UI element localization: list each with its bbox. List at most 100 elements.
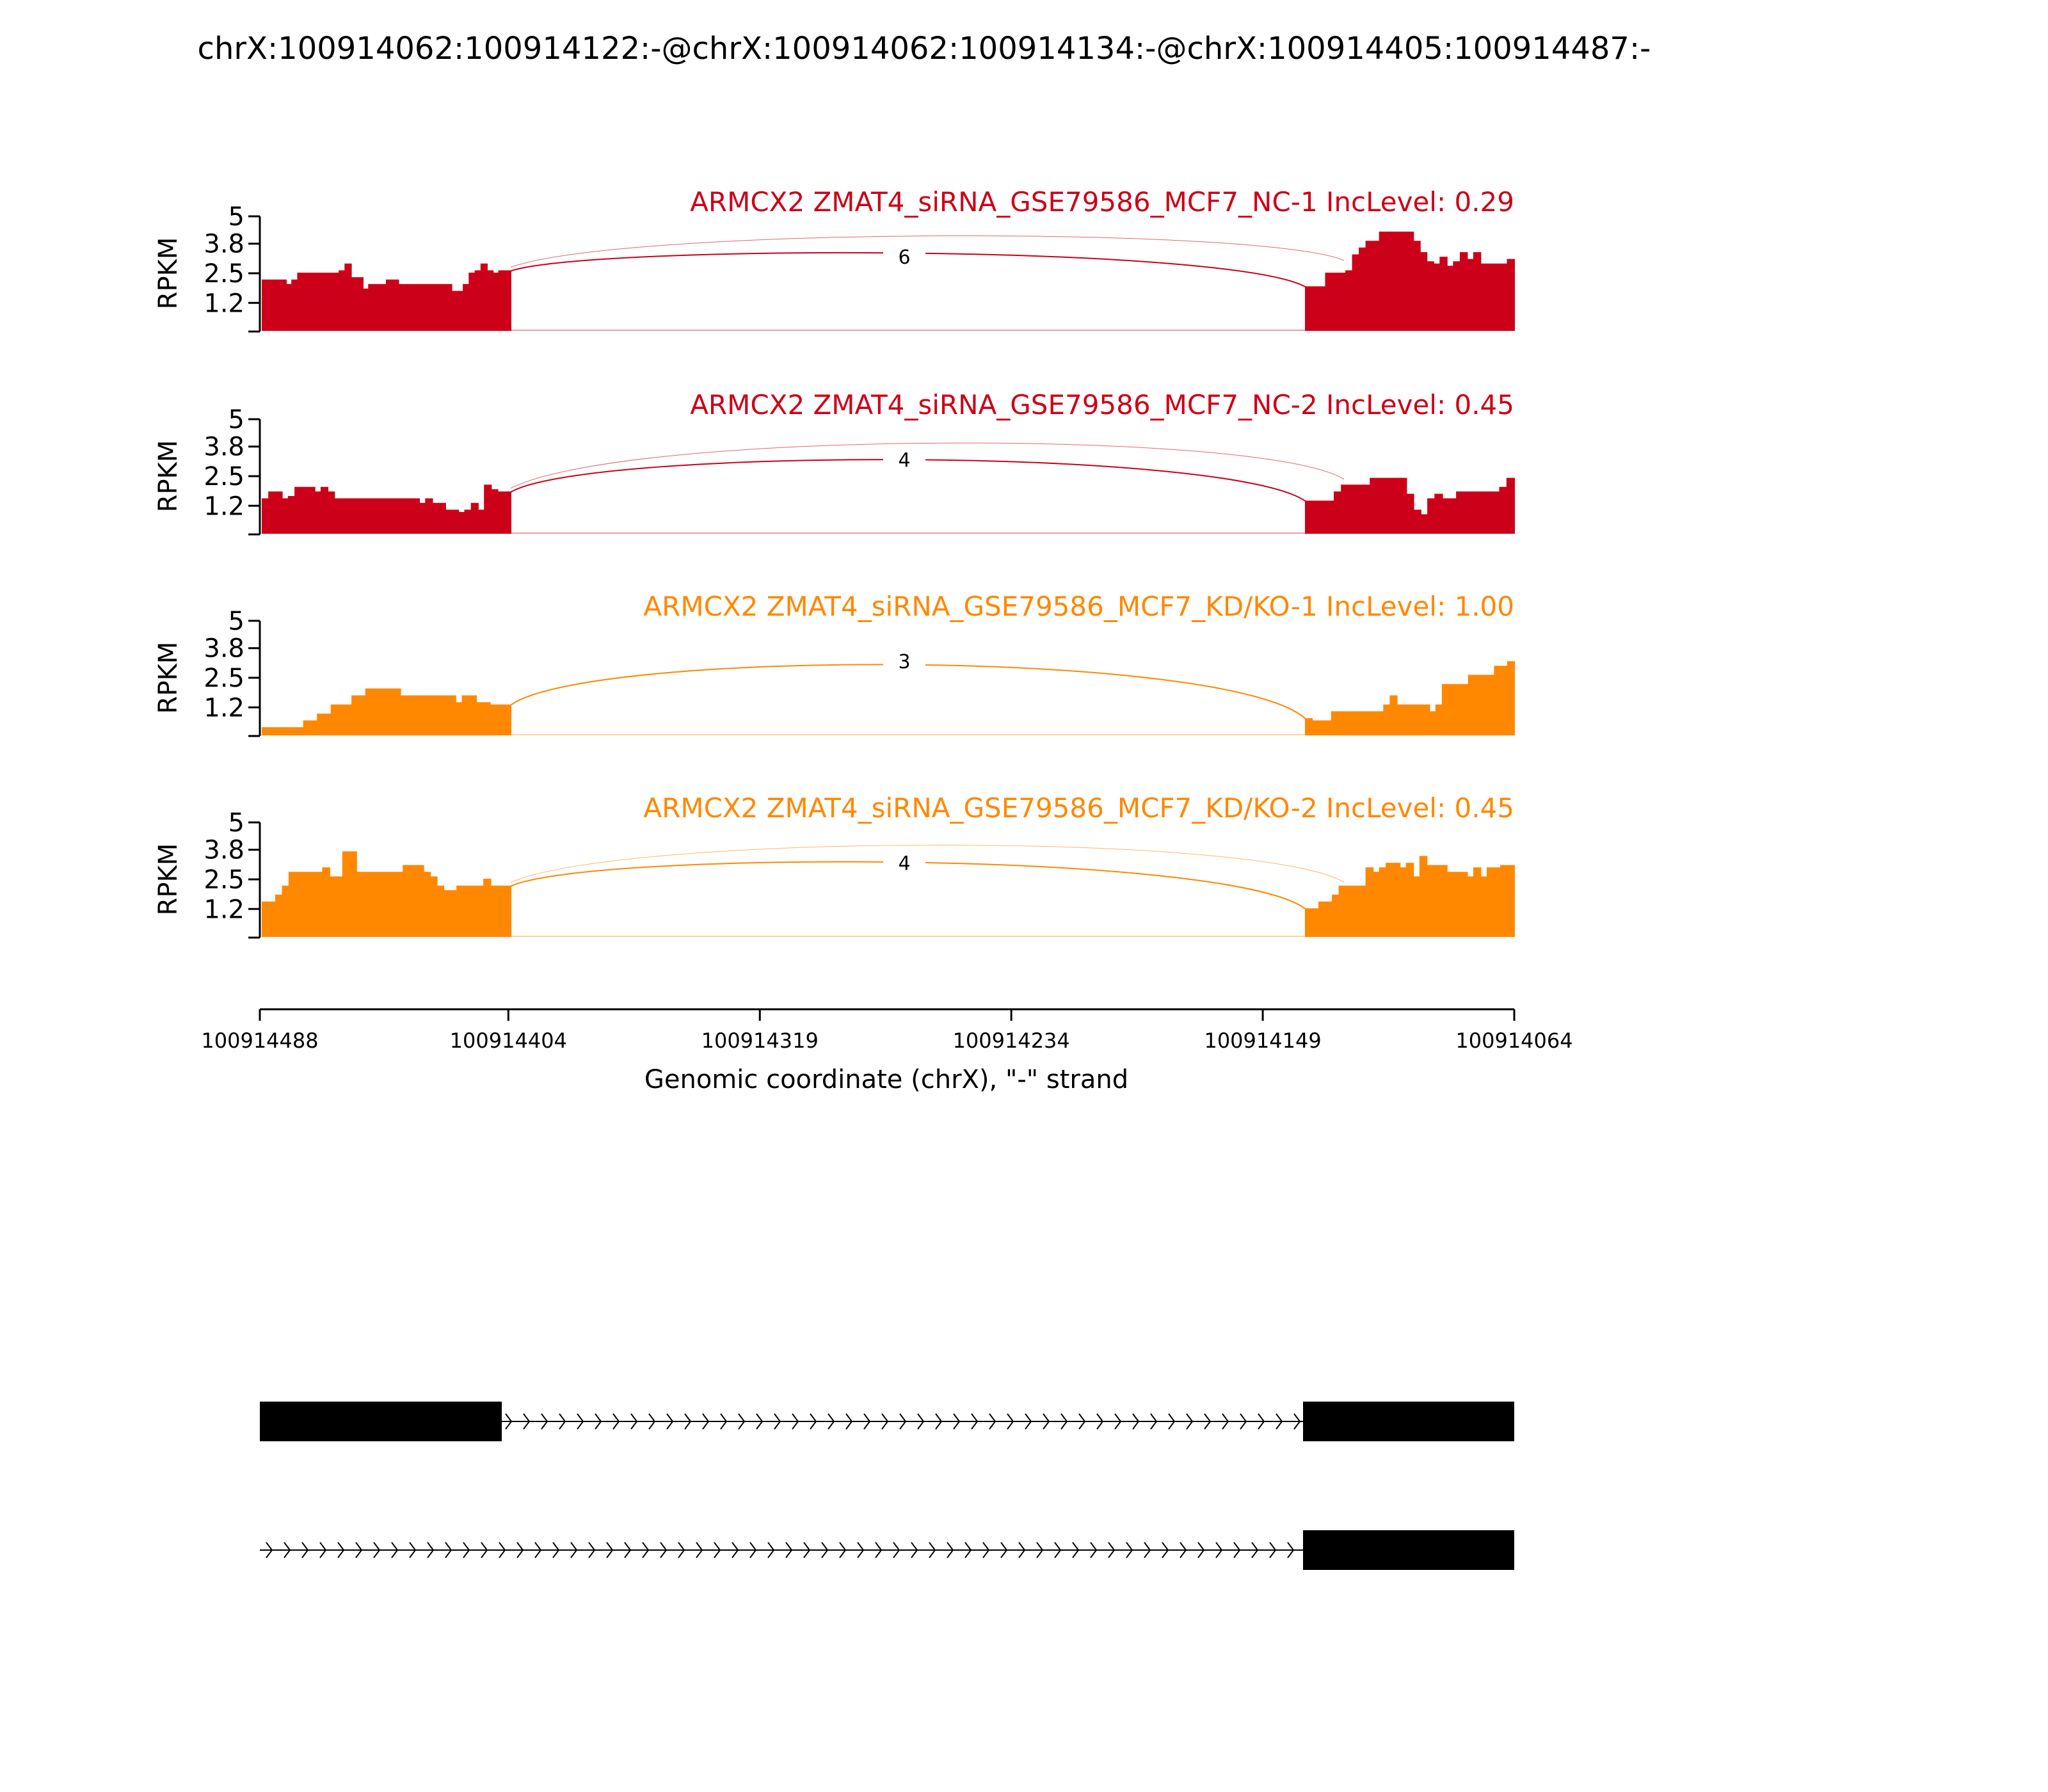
y-axis-label: RPKM (154, 237, 183, 310)
strand-chevron (577, 1413, 584, 1430)
track-label: ARMCX2 ZMAT4_siRNA_GSE79586_MCF7_KD/KO-2… (643, 792, 1514, 824)
strand-chevron (606, 1542, 614, 1558)
strand-chevron (917, 1413, 925, 1430)
strand-chevron (355, 1542, 363, 1558)
isoform-models (260, 1402, 1514, 1570)
strand-chevron (570, 1542, 578, 1558)
strand-chevron (935, 1413, 943, 1430)
y-tick-label: 5 (228, 808, 244, 838)
strand-chevron (648, 1413, 656, 1430)
strand-chevron (1150, 1413, 1158, 1430)
y-tick-label: 5 (228, 202, 244, 232)
strand-chevron (947, 1542, 954, 1558)
strand-chevron (678, 1542, 685, 1558)
strand-chevron (1215, 1542, 1223, 1558)
strand-chevron (863, 1413, 871, 1430)
strand-chevron (810, 1413, 817, 1430)
strand-chevron (1276, 1413, 1283, 1430)
y-tick-label: 2.5 (204, 865, 244, 895)
strand-chevron (899, 1413, 907, 1430)
strand-chevron (445, 1542, 452, 1558)
y-tick-label: 5 (228, 607, 244, 636)
strand-chevron (595, 1413, 602, 1430)
coverage-exon-downstream (1305, 477, 1515, 534)
strand-chevron (1007, 1413, 1014, 1430)
strand-chevron (588, 1542, 596, 1558)
coverage-exon-upstream (262, 851, 511, 937)
coverage-exon-downstream (1305, 856, 1515, 937)
strand-chevron (1072, 1542, 1080, 1558)
y-tick-label: 3.8 (204, 433, 244, 462)
strand-chevron (552, 1542, 560, 1558)
y-axis-label: RPKM (154, 440, 183, 513)
strand-chevron (1018, 1542, 1026, 1558)
strand-chevron (427, 1542, 435, 1558)
strand-chevron (1258, 1413, 1265, 1430)
strand-chevron (953, 1413, 961, 1430)
coverage-exon-upstream (262, 263, 511, 331)
strand-chevron (642, 1542, 650, 1558)
track-2: 53.82.51.2 RPKM ARMCX2 ZMAT4_siRNA_GSE7958… (154, 389, 1515, 536)
strand-chevron (1054, 1542, 1062, 1558)
strand-chevron (732, 1542, 739, 1558)
y-tick-label: 5 (228, 405, 244, 435)
strand-chevron (1197, 1542, 1205, 1558)
y-tick-label: 1.2 (204, 492, 244, 521)
x-tick-label: 100914488 (201, 1028, 318, 1053)
strand-chevron (821, 1542, 829, 1558)
strand-chevron (541, 1413, 548, 1430)
y-axis-label: RPKM (154, 642, 183, 714)
junction-count-box (883, 242, 925, 270)
strand-chevron (1180, 1542, 1187, 1558)
strand-chevron (989, 1413, 996, 1430)
y-axis-label: RPKM (154, 844, 183, 916)
strand-chevron (1293, 1413, 1301, 1430)
y-tick-label: 2.5 (204, 462, 244, 492)
strand-chevron (1036, 1542, 1044, 1558)
strand-chevron (612, 1413, 620, 1430)
strand-chevron (266, 1542, 273, 1558)
strand-chevron (301, 1542, 309, 1558)
coverage-exon-downstream (1305, 661, 1515, 735)
strand-chevron (881, 1413, 889, 1430)
strand-chevron (971, 1413, 979, 1430)
track-label: ARMCX2 ZMAT4_siRNA_GSE79586_MCF7_KD/KO-1… (643, 591, 1514, 622)
strand-chevron (684, 1413, 692, 1430)
strand-chevron (696, 1542, 703, 1558)
x-tick-label: 100914404 (450, 1028, 567, 1053)
strand-chevron (1162, 1542, 1169, 1558)
strand-chevron (391, 1542, 399, 1558)
strand-chevron (630, 1413, 638, 1430)
strand-chevron (785, 1542, 793, 1558)
strand-chevron (767, 1542, 775, 1558)
y-tick-label: 3.8 (204, 230, 244, 259)
strand-chevron (749, 1542, 757, 1558)
strand-chevron (1204, 1413, 1212, 1430)
strand-chevron (1025, 1413, 1032, 1430)
x-tick-label: 100914234 (953, 1028, 1070, 1053)
strand-chevron (756, 1413, 764, 1430)
junction-count-box (883, 445, 925, 473)
x-axis-label: Genomic coordinate (chrX), "-" strand (644, 1065, 1128, 1094)
isoform-2-intron (260, 1542, 1306, 1558)
strand-chevron (1269, 1542, 1277, 1558)
strand-chevron (702, 1413, 710, 1430)
strand-chevron (828, 1413, 835, 1430)
junction-count-label: 4 (898, 449, 910, 472)
y-tick-label: 1.2 (204, 693, 244, 723)
strand-chevron (1043, 1413, 1050, 1430)
strand-chevron (1114, 1413, 1122, 1430)
strand-chevron (481, 1542, 488, 1558)
strand-chevron (505, 1413, 513, 1430)
strand-chevron (1108, 1542, 1116, 1558)
track-1: 53.82.51.2 RPKM ARMCX2 ZMAT4_siRNA_GSE7958… (154, 186, 1515, 333)
y-tick-label: 1.2 (204, 895, 244, 924)
y-tick-label: 1.2 (204, 289, 244, 318)
strand-chevron (534, 1542, 542, 1558)
strand-chevron (1186, 1413, 1194, 1430)
figure-title: chrX:100914062:100914122:-@chrX:10091406… (198, 31, 1651, 67)
strand-chevron (911, 1542, 918, 1558)
strand-chevron (893, 1542, 900, 1558)
track-4: 53.82.51.2 RPKM ARMCX2 ZMAT4_siRNA_GSE7958… (154, 792, 1515, 939)
